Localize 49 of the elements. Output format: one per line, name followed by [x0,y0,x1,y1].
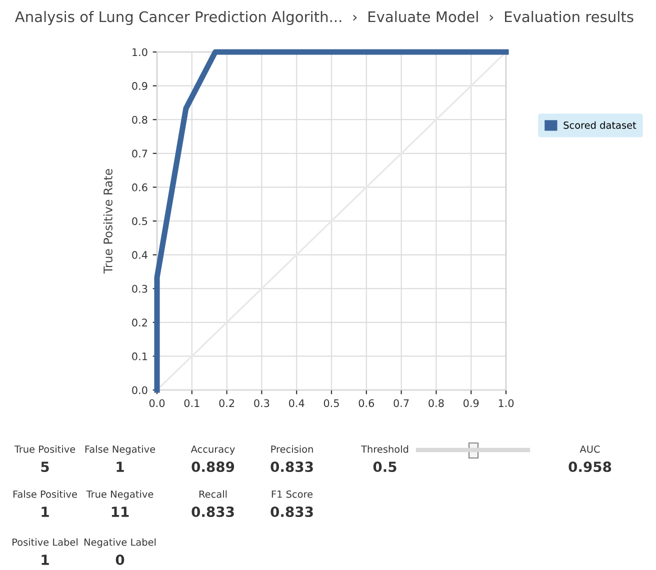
y-tick-label: 0.0 [132,386,148,394]
y-axis-title: True Positive Rate [103,169,112,274]
text: Positive Label [12,538,78,546]
text: 0.5 [373,462,396,472]
x-tick-label: 0.5 [324,399,339,408]
text: Negative Label [84,538,156,548]
text: 0 [116,554,124,566]
y-tick-label: 0.8 [132,116,148,124]
text: 11 [112,506,129,517]
y-tick-label: 0.3 [132,284,148,293]
x-tick-label: 0.1 [184,399,200,408]
text: False Positive [13,490,77,498]
text: AUC [580,445,600,453]
text: Recall [199,490,227,498]
x-tick-label: 0.0 [149,399,165,408]
text: True Negative [86,490,154,500]
x-tick-label: 0.7 [394,399,409,408]
x-tick-label: 1.0 [498,399,514,408]
y-tick-label: 0.5 [132,217,148,226]
text: 0.889 [192,462,234,472]
y-tick-label: 1.0 [132,48,148,56]
y-tick-label: 0.6 [132,183,148,192]
text: 5 [41,462,49,472]
text: True Positive [14,445,76,453]
text: 0.833 [270,506,313,518]
x-tick-label: 0.4 [289,399,304,408]
x-tick-label: 0.8 [428,399,444,408]
x-tick-label: 0.3 [254,399,270,408]
text: 1 [42,554,49,565]
text: F1 Score [272,490,313,498]
text: Precision [271,445,313,453]
x-tick-label: 0.2 [219,399,234,408]
text: Threshold [361,445,408,453]
text: 0.833 [192,506,234,518]
chart-title: Analysis of Lung Cancer Prediction Algorith... › Evaluate Model › Evaluation results [14,10,634,26]
y-tick-label: 0.2 [132,318,147,327]
text: 1 [42,506,49,517]
y-tick-label: 0.1 [132,352,148,360]
y-tick-label: 0.7 [132,150,148,158]
legend-label: Scored dataset [564,121,636,129]
text: False Negative [85,445,156,455]
text: 0.833 [270,462,313,472]
y-tick-label: 0.4 [132,251,148,259]
text: Accuracy [190,446,235,455]
text: 1 [116,462,124,472]
x-tick-label: 0.9 [464,399,479,408]
text: 0.958 [568,462,612,472]
y-tick-label: 0.9 [132,82,148,90]
x-tick-label: 0.6 [358,399,374,408]
